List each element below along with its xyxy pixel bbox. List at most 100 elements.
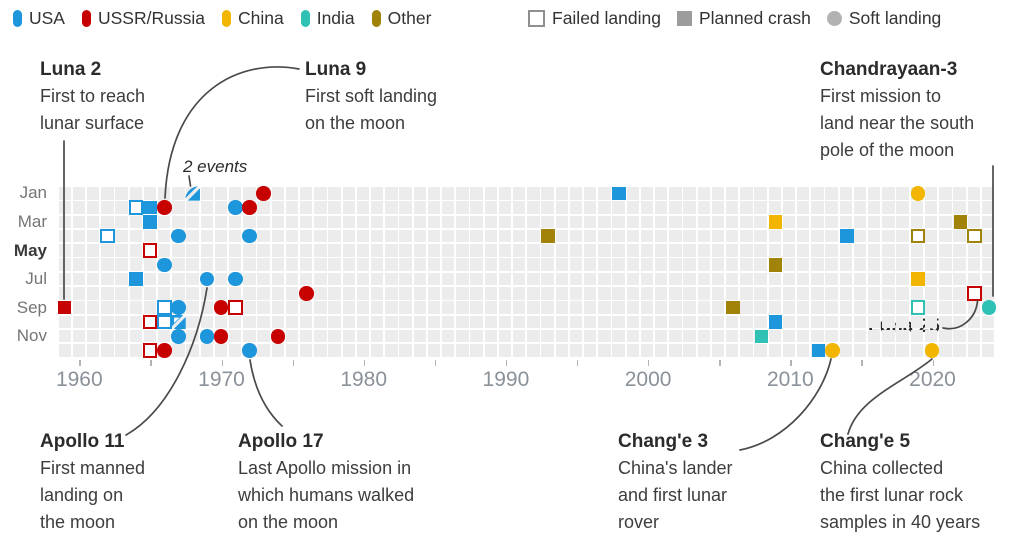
grid-cell xyxy=(186,215,199,229)
grid-cell xyxy=(257,258,270,271)
grid-cell xyxy=(257,344,270,357)
grid-cell xyxy=(967,272,980,286)
grid-cell xyxy=(86,329,100,343)
grid-cell xyxy=(569,301,583,314)
grid-cell xyxy=(342,315,355,329)
grid-cell xyxy=(186,272,199,286)
event-marker-1993-4 xyxy=(541,229,555,243)
event-marker-1998-1 xyxy=(612,186,627,201)
grid-cell xyxy=(569,329,583,343)
grid-cell xyxy=(86,201,100,214)
grid-cell xyxy=(953,287,966,300)
grid-cell xyxy=(683,258,696,271)
grid-cell xyxy=(797,244,810,257)
event-marker-2006-9 xyxy=(726,300,740,315)
grid-cell xyxy=(768,187,782,200)
grid-cell xyxy=(754,272,767,286)
grid-cell xyxy=(356,287,370,300)
event-marker-1970-9 xyxy=(213,300,229,315)
grid-cell xyxy=(399,229,412,243)
grid-cell xyxy=(356,187,370,200)
grid-cell xyxy=(726,272,739,286)
grid-cell xyxy=(214,229,228,243)
grid-cell xyxy=(896,201,909,214)
grid-cell xyxy=(328,315,341,329)
grid-cell xyxy=(853,287,867,300)
grid-cell xyxy=(768,244,782,257)
grid-cell xyxy=(839,344,853,357)
grid-cell xyxy=(385,215,398,229)
grid-cell xyxy=(868,287,881,300)
grid-cell xyxy=(711,215,725,229)
event-marker-1970-11 xyxy=(213,329,229,344)
axis-month-label-nov: Nov xyxy=(16,326,47,346)
grid-cell xyxy=(527,344,540,357)
grid-cell xyxy=(356,329,370,343)
grid-cell xyxy=(541,329,554,343)
grid-cell xyxy=(584,215,597,229)
grid-cell xyxy=(328,329,341,343)
grid-cell xyxy=(598,287,611,300)
grid-cell xyxy=(456,315,469,329)
grid-cell xyxy=(939,201,952,214)
grid-cell xyxy=(939,244,952,257)
legend-item-china: China xyxy=(221,8,284,29)
grid-cell xyxy=(598,229,611,243)
grid-cell xyxy=(101,215,114,229)
grid-cell xyxy=(356,258,370,271)
grid-cell xyxy=(825,315,838,329)
grid-cell xyxy=(115,258,128,271)
grid-cell xyxy=(228,215,242,229)
grid-cell xyxy=(129,187,142,200)
grid-cell xyxy=(513,329,526,343)
grid-cell xyxy=(342,187,355,200)
grid-cell xyxy=(555,258,569,271)
grid-cell xyxy=(143,272,157,286)
grid-cell xyxy=(129,229,142,243)
grid-cell xyxy=(811,301,824,314)
grid-cell xyxy=(797,287,810,300)
grid-cell xyxy=(314,287,327,300)
grid-cell xyxy=(754,187,767,200)
grid-cell xyxy=(285,272,299,286)
grid-cell xyxy=(669,315,682,329)
grid-cell xyxy=(484,201,497,214)
grid-cell xyxy=(811,258,824,271)
grid-cell xyxy=(342,344,355,357)
grid-cell xyxy=(115,344,128,357)
grid-cell xyxy=(640,287,654,300)
grid-cell xyxy=(427,315,441,329)
grid-cell xyxy=(782,344,796,357)
grid-cell xyxy=(413,329,426,343)
grid-cell xyxy=(441,229,455,243)
grid-cell xyxy=(896,344,909,357)
grid-cell xyxy=(811,287,824,300)
grid-cell xyxy=(910,258,924,271)
grid-cell xyxy=(868,201,881,214)
grid-cell xyxy=(243,287,256,300)
event-marker-1971-2 xyxy=(228,200,243,215)
grid-cell xyxy=(924,329,938,343)
grid-cell xyxy=(427,301,441,314)
grid-cell xyxy=(370,258,384,271)
grid-cell xyxy=(697,272,711,286)
grid-cell xyxy=(413,229,426,243)
annotation-luna2-title: Luna 2 xyxy=(40,59,102,80)
grid-cell xyxy=(797,301,810,314)
grid-cell xyxy=(811,187,824,200)
grid-cell xyxy=(896,272,909,286)
legend-item-soft: Soft landing xyxy=(826,8,941,29)
grid-cell xyxy=(939,329,952,343)
grid-cell xyxy=(427,272,441,286)
axis-year-label-1990: 1990 xyxy=(482,368,530,391)
grid-cell xyxy=(484,258,497,271)
annotation-luna9-line: First soft landing xyxy=(305,86,438,106)
grid-cell xyxy=(370,329,384,343)
grid-cell xyxy=(569,187,583,200)
grid-cell xyxy=(853,301,867,314)
grid-cell xyxy=(228,229,242,243)
grid-cell xyxy=(839,315,853,329)
grid-cell xyxy=(555,215,569,229)
grid-cell xyxy=(612,272,625,286)
